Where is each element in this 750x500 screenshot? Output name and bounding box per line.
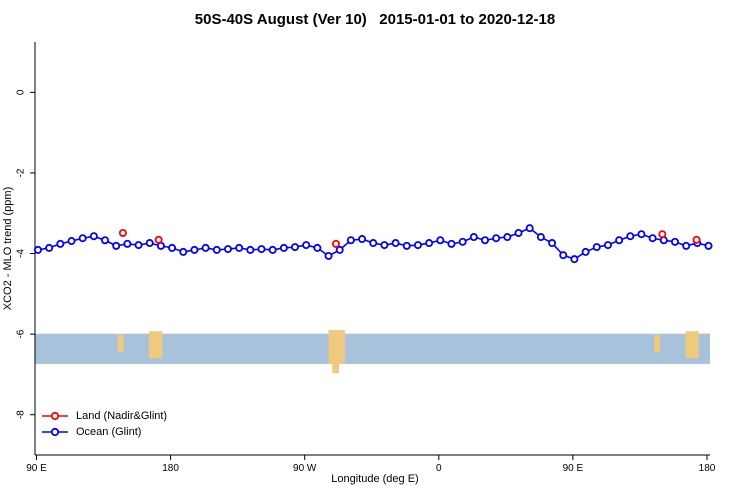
land-data-marker [692, 235, 701, 244]
y-tick-label: -8 [16, 410, 27, 419]
land-series-symbol-icon [42, 411, 68, 421]
map-land-patch [328, 330, 345, 364]
ocean-data-marker [268, 245, 277, 254]
y-tick-label: -4 [16, 249, 27, 258]
ocean-data-marker [291, 243, 300, 252]
land-data-marker [331, 239, 340, 248]
ocean-data-marker [279, 243, 288, 252]
x-tick-label: 180 [162, 463, 179, 474]
map-land-patch [148, 331, 163, 359]
ocean-data-marker [101, 236, 110, 245]
ocean-data-marker [402, 241, 411, 250]
legend-label-land: Land (Nadir&Glint) [76, 410, 168, 422]
ocean-data-marker [257, 245, 266, 254]
ocean-data-marker [503, 233, 512, 242]
map-land-patch [117, 334, 124, 353]
ocean-data-marker [168, 243, 177, 252]
ocean-data-marker [369, 239, 378, 248]
ocean-data-marker [514, 228, 523, 237]
ocean-data-marker [56, 239, 65, 248]
ocean-data-marker [469, 233, 478, 242]
ocean-data-marker [525, 224, 534, 233]
ocean-data-marker [536, 233, 545, 242]
ocean-data-marker [425, 239, 434, 248]
ocean-data-marker [447, 239, 456, 248]
ocean-data-marker [313, 243, 322, 252]
ocean-data-marker [682, 241, 691, 250]
ocean-data-marker [548, 239, 557, 248]
ocean-data-marker [201, 243, 210, 252]
x-tick-label: 90 E [563, 463, 584, 474]
ocean-data-marker [302, 241, 311, 250]
legend: Land (Nadir&Glint) Ocean (Glint) [40, 408, 167, 440]
ocean-data-marker [123, 239, 132, 248]
ocean-data-marker [212, 245, 221, 254]
map-land-patch [685, 331, 699, 359]
y-tick-label: 0 [16, 89, 27, 95]
ocean-data-marker [559, 251, 568, 260]
ocean-data-marker [235, 243, 244, 252]
ocean-data-marker [134, 241, 143, 250]
ocean-data-marker [223, 245, 232, 254]
ocean-data-marker [112, 241, 121, 250]
legend-ocean-marker-icon [50, 427, 60, 437]
x-tick-label: 180 [699, 463, 716, 474]
ocean-data-marker [45, 243, 54, 252]
ocean-data-marker [458, 237, 467, 246]
ocean-data-marker [391, 239, 400, 248]
ocean-data-marker [89, 232, 98, 241]
ocean-data-marker [67, 237, 76, 246]
ocean-data-marker [704, 241, 713, 250]
legend-land-marker-icon [50, 411, 60, 421]
ocean-data-marker [78, 234, 87, 243]
land-data-marker [118, 228, 127, 237]
ocean-data-marker [637, 230, 646, 239]
land-data-marker [658, 230, 667, 239]
ocean-data-marker [380, 241, 389, 250]
ocean-data-marker [603, 241, 612, 250]
ocean-data-marker [346, 236, 355, 245]
ocean-data-marker [335, 245, 344, 254]
ocean-data-marker [413, 241, 422, 250]
ocean-data-marker [436, 236, 445, 245]
map-land-patch [332, 363, 339, 374]
ocean-data-marker [615, 236, 624, 245]
x-tick-label: 90 W [293, 463, 317, 474]
y-tick-label: -2 [16, 168, 27, 177]
ocean-data-marker [145, 239, 154, 248]
legend-item-land: Land (Nadir&Glint) [40, 408, 167, 424]
map-land-patch [654, 334, 661, 353]
legend-item-ocean: Ocean (Glint) [40, 424, 167, 440]
ocean-data-marker [592, 243, 601, 252]
legend-label-ocean: Ocean (Glint) [76, 426, 142, 438]
ocean-data-marker [492, 234, 501, 243]
x-tick-label: 90 E [26, 463, 47, 474]
ocean-series-symbol-icon [42, 427, 68, 437]
ocean-data-marker [626, 232, 635, 241]
ocean-data-marker [570, 255, 579, 264]
ocean-data-marker [179, 247, 188, 256]
map-ocean-band [35, 333, 710, 364]
x-tick-label: 0 [436, 463, 442, 474]
ocean-data-marker [33, 245, 42, 254]
land-data-marker [154, 235, 163, 244]
chart-title: 50S-40S August (Ver 10) 2015-01-01 to 20… [194, 11, 556, 28]
ocean-data-marker [648, 234, 657, 243]
ocean-data-marker [480, 236, 489, 245]
x-axis-label: Longitude (deg E) [331, 473, 419, 485]
ocean-data-marker [246, 245, 255, 254]
ocean-data-marker [324, 251, 333, 260]
ocean-data-marker [190, 245, 199, 254]
ocean-data-marker [581, 247, 590, 256]
y-tick-label: -6 [16, 329, 27, 338]
ocean-data-marker [670, 237, 679, 246]
ocean-data-marker [358, 235, 367, 244]
